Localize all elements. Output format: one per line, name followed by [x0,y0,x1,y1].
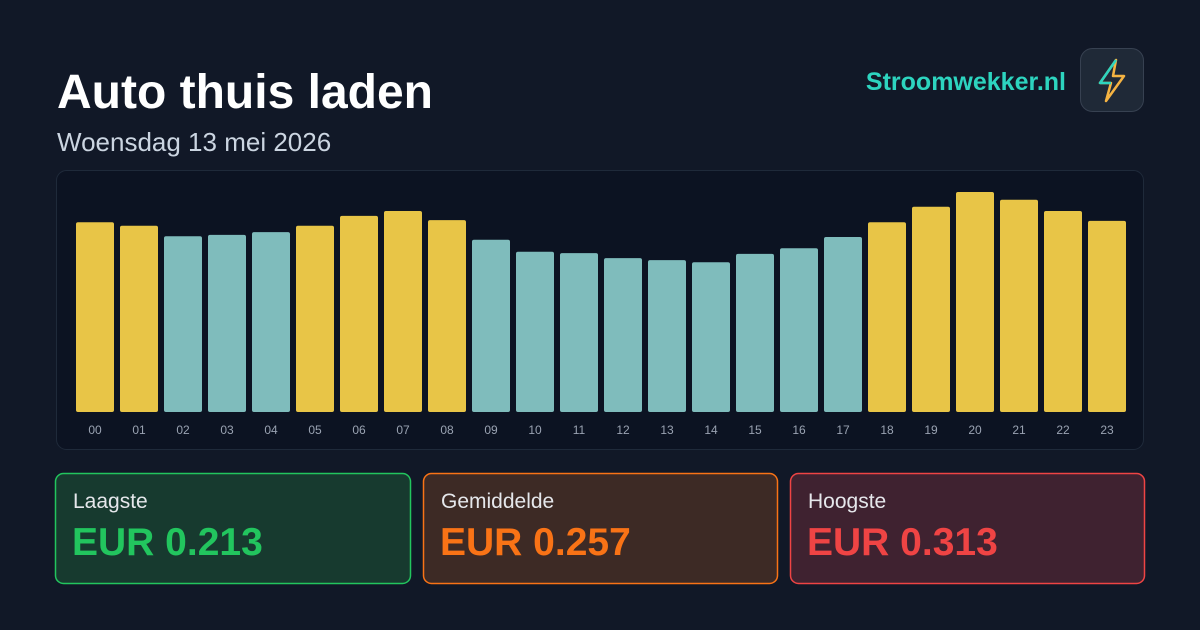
x-tick-label: 07 [396,423,410,437]
plot: 00 01 02 03 04 05 06 07 08 09 10 11 12 13 14 15 16 17 18 19… [76,192,1126,437]
stat-card [789,472,1146,585]
bar [604,258,642,412]
x-tick-label: 13 [660,423,674,437]
bar [164,236,202,412]
x-tick-label: 03 [220,423,234,437]
x-tick-label: 02 [176,423,190,437]
x-tick-label: 15 [748,423,762,437]
bar [824,236,862,412]
bar [1044,210,1082,412]
bar [868,222,906,412]
x-tick-label: 18 [880,423,894,437]
x-tick-label: 08 [440,423,454,437]
stat-card [54,472,412,585]
stat-label: Gemiddelde [441,490,554,513]
x-tick-label: 16 [792,423,806,437]
x-tick-label: 05 [308,423,322,437]
bar [76,222,114,412]
stat-value: EUR 0.313 [807,521,998,564]
logo-box [1080,48,1144,112]
stat-value: EUR 0.213 [72,521,263,564]
bar [692,262,730,412]
title: Auto thuis laden [57,66,433,119]
bar [120,225,158,412]
bar [296,225,334,412]
stat-label: Hoogste [808,490,886,513]
bar [472,239,510,412]
x-tick-label: 01 [132,423,146,437]
x-tick-label: 09 [484,423,498,437]
logo-bolt-accent [1098,59,1118,85]
x-tick-label: 20 [968,423,982,437]
x-tick-label: 23 [1100,423,1114,437]
stat-label: Laagste [73,490,148,513]
bar [252,232,290,412]
x-tick-label: 21 [1012,423,1026,437]
x-tick-label: 10 [528,423,542,437]
subtitle: Woensdag 13 mei 2026 [57,127,331,157]
bar [956,192,994,412]
x-tick-label: 11 [573,423,586,437]
bar [736,253,774,412]
bar [340,215,378,412]
bar [648,260,686,412]
stat-card [422,472,779,585]
x-tick-label: 17 [836,423,850,437]
bar [208,234,246,412]
bar [1088,220,1126,412]
x-tick-label: 12 [616,423,630,437]
x-tick-label: 14 [704,423,718,437]
x-tick-label: 22 [1056,423,1070,437]
bar [560,253,598,412]
brand: Stroomwekker.nl [866,68,1066,96]
x-tick-label: 06 [352,423,366,437]
stat-value: EUR 0.257 [440,521,631,564]
x-tick-label: 04 [264,423,278,437]
bar [428,220,466,412]
bar [780,248,818,412]
x-tick-label: 19 [924,423,938,437]
bar [516,251,554,412]
bar [912,206,950,412]
stat-cards: Laagste EUR 0.213 Gemiddelde EUR 0.257 Hoogs… [54,472,1146,585]
bar [384,210,422,412]
bar [1000,199,1038,412]
x-tick-label: 00 [88,423,102,437]
